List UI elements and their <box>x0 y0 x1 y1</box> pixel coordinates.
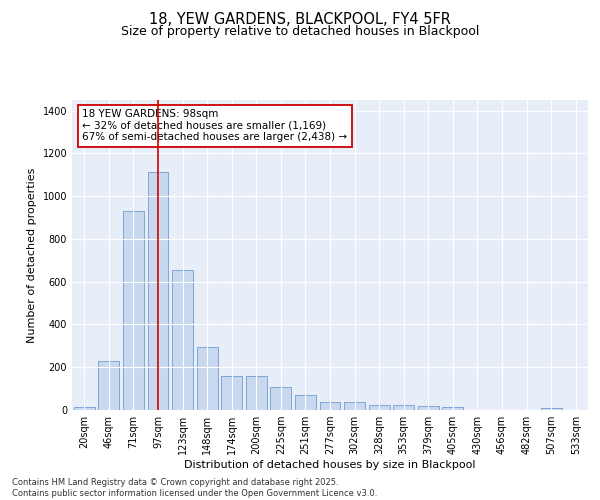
Bar <box>246 376 267 410</box>
Bar <box>172 270 193 410</box>
Bar <box>393 406 414 410</box>
Bar <box>368 406 389 410</box>
Bar <box>123 211 144 410</box>
Y-axis label: Number of detached properties: Number of detached properties <box>27 168 37 342</box>
Bar <box>442 407 463 410</box>
Text: 18 YEW GARDENS: 98sqm
← 32% of detached houses are smaller (1,169)
67% of semi-d: 18 YEW GARDENS: 98sqm ← 32% of detached … <box>82 110 347 142</box>
Text: Size of property relative to detached houses in Blackpool: Size of property relative to detached ho… <box>121 25 479 38</box>
Text: Contains HM Land Registry data © Crown copyright and database right 2025.
Contai: Contains HM Land Registry data © Crown c… <box>12 478 377 498</box>
Bar <box>541 408 562 410</box>
Text: 18, YEW GARDENS, BLACKPOOL, FY4 5FR: 18, YEW GARDENS, BLACKPOOL, FY4 5FR <box>149 12 451 28</box>
Bar <box>271 387 292 410</box>
Bar <box>418 406 439 410</box>
Bar <box>320 402 340 410</box>
Bar <box>74 407 95 410</box>
Bar <box>344 402 365 410</box>
Bar <box>148 172 169 410</box>
Bar <box>98 362 119 410</box>
Bar <box>221 376 242 410</box>
Bar <box>295 395 316 410</box>
X-axis label: Distribution of detached houses by size in Blackpool: Distribution of detached houses by size … <box>184 460 476 470</box>
Bar <box>197 347 218 410</box>
